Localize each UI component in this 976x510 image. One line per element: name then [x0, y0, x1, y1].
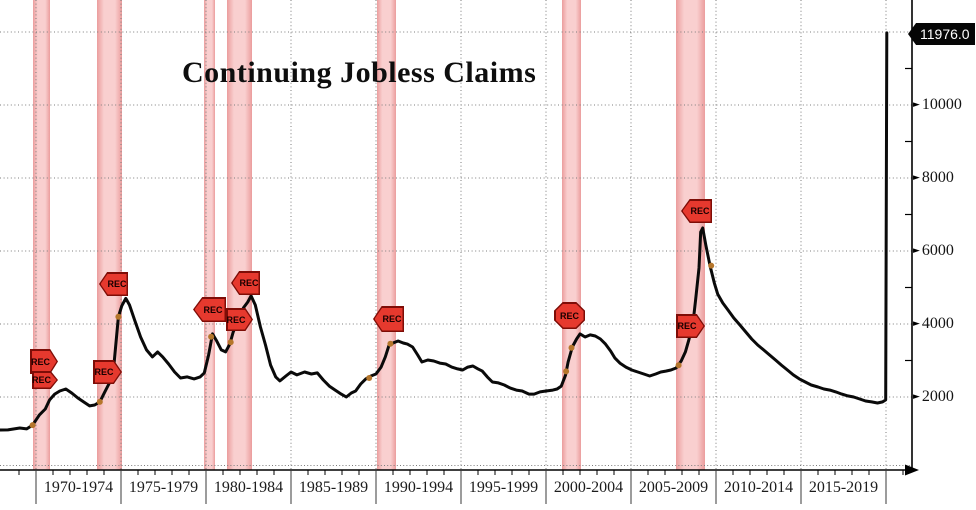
- rec-badge-label: REC: [239, 278, 259, 288]
- rec-badge-label: REC: [559, 310, 579, 321]
- rec-badge-fill: [194, 298, 225, 321]
- recession-band: [203, 0, 216, 470]
- recession-band: [227, 0, 252, 470]
- recession-marker-dot: [563, 368, 570, 375]
- x-axis-label: 1975-1979: [128, 479, 199, 496]
- x-axis-label: 2010-2014: [723, 479, 794, 496]
- recession-marker-dot: [387, 340, 394, 347]
- rec-badge: REC: [231, 271, 260, 295]
- recession-marker-dot: [96, 398, 103, 405]
- x-axis-label: 1980-1984: [213, 479, 284, 496]
- rec-badge-label: REC: [382, 314, 402, 324]
- recession-band: [97, 0, 122, 470]
- rec-badge: REC: [373, 306, 404, 332]
- x-axis-label: 2015-2019: [808, 479, 879, 496]
- rec-badge-fill: [33, 372, 57, 388]
- rec-badge-fill: [31, 350, 57, 373]
- x-axis-label: 1985-1989: [298, 479, 369, 496]
- x-axis-label: 1990-1994: [383, 479, 454, 496]
- rec-badge: REC: [226, 308, 253, 331]
- x-axis-label: 2005-2009: [638, 479, 709, 496]
- rec-badge-fill: [677, 315, 704, 337]
- rec-badge: REC: [30, 349, 58, 374]
- y-axis-tick: ► 2000: [913, 387, 954, 407]
- recession-marker-dot: [675, 362, 682, 369]
- recession-marker-dot: [227, 339, 234, 346]
- rec-badge: REC: [681, 199, 712, 223]
- rec-badge-label: REC: [677, 321, 697, 331]
- y-axis-tick-label: 2000: [921, 388, 954, 405]
- x-axis-label: 1995-1999: [468, 479, 539, 496]
- recession-marker-dot: [568, 344, 575, 351]
- rec-badge-fill: [682, 200, 711, 222]
- rec-badge-label: REC: [203, 304, 223, 315]
- tick-arrow-icon: ►: [913, 246, 920, 256]
- y-axis-tick: ► 10000: [913, 95, 962, 115]
- tick-arrow-icon: ►: [913, 319, 920, 329]
- rec-badge-fill: [232, 272, 259, 294]
- recession-marker-dot: [208, 333, 215, 340]
- tick-arrow-icon: ►: [913, 392, 920, 402]
- rec-badge: REC: [676, 314, 705, 338]
- rec-badge-label: REC: [32, 375, 52, 385]
- recession-band: [376, 0, 396, 470]
- rec-badge-fill: [227, 309, 252, 330]
- x-axis-label: 2000-2004: [553, 479, 624, 496]
- claims-line: [0, 31, 889, 432]
- rec-badge: REC: [99, 272, 128, 296]
- rec-badge: REC: [554, 302, 585, 329]
- y-axis-tick: ► 4000: [913, 314, 954, 334]
- rec-badge-label: REC: [94, 367, 114, 377]
- rec-badge: REC: [193, 297, 226, 322]
- chart-title: Continuing Jobless Claims: [182, 56, 537, 89]
- x-axis-label: 1970-1974: [43, 479, 114, 496]
- recession-marker-dot: [708, 262, 715, 269]
- tick-arrow-icon: ►: [913, 173, 920, 183]
- y-axis-tick: ► 8000: [913, 168, 954, 188]
- recession-marker-dot: [115, 313, 122, 320]
- rec-badge-label: REC: [30, 356, 50, 367]
- rec-badge: REC: [93, 360, 122, 384]
- recession-marker-dot: [29, 422, 36, 429]
- y-axis-tick-label: 8000: [921, 169, 954, 186]
- rec-badge-label: REC: [690, 206, 710, 216]
- y-axis-tick-label: 10000: [921, 96, 962, 113]
- rec-badge-fill: [374, 307, 403, 331]
- rec-badge-label: REC: [107, 279, 127, 289]
- last-value-text: 11976.0: [920, 26, 970, 42]
- last-value-tag: 11976.0: [908, 23, 975, 45]
- y-axis-tick: ► 6000: [913, 241, 954, 261]
- rec-badge-label: REC: [226, 314, 246, 325]
- y-axis-tick-label: 6000: [921, 242, 954, 259]
- rec-badge: REC: [32, 371, 58, 389]
- rec-badge-fill: [100, 273, 127, 295]
- rec-badge-fill: [555, 303, 584, 328]
- tick-arrow-icon: ►: [913, 100, 920, 110]
- y-axis-tick-label: 4000: [921, 315, 954, 332]
- rec-badge-fill: [94, 361, 121, 383]
- recession-band: [562, 0, 581, 470]
- recession-marker-dot: [366, 375, 373, 381]
